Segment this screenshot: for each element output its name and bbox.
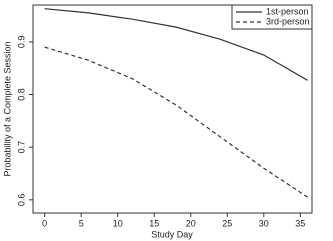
x-tick-label: 20 — [186, 218, 196, 228]
x-tick-label: 10 — [113, 218, 123, 228]
x-tick-label: 25 — [222, 218, 232, 228]
x-tick-label: 30 — [259, 218, 269, 228]
x-axis-label: Study Day — [151, 229, 193, 239]
y-tick-label: 0.6 — [16, 194, 26, 207]
y-axis-label: Probability of a Complete Session — [2, 41, 12, 176]
x-tick-label: 5 — [79, 218, 84, 228]
legend-box — [231, 4, 313, 30]
y-tick-label: 0.8 — [16, 88, 26, 101]
plot-frame — [32, 4, 313, 214]
legend-label: 3rd-person — [266, 16, 310, 26]
line — [44, 8, 308, 81]
legend-label: 1st-person — [266, 6, 309, 16]
y-tick-label: 0.7 — [16, 141, 26, 154]
x-tick-label: 15 — [149, 218, 159, 228]
y-tick-label: 0.9 — [16, 36, 26, 49]
line — [44, 46, 308, 198]
x-tick-label: 0 — [42, 218, 47, 228]
x-tick-label: 35 — [295, 218, 305, 228]
